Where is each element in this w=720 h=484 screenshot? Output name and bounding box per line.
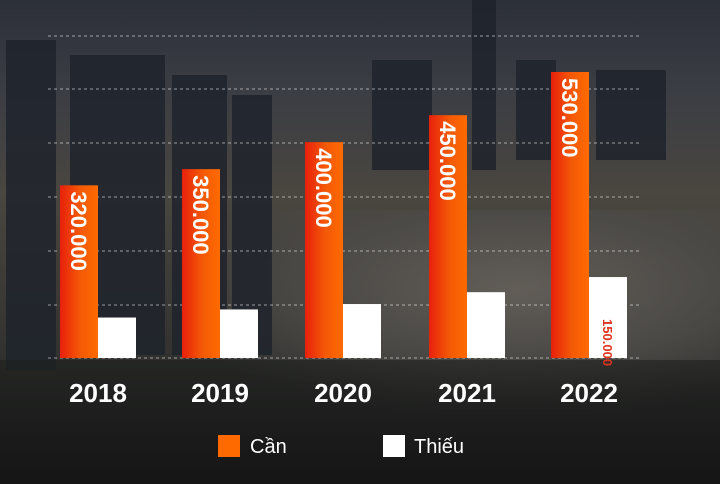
background-building [372, 60, 432, 170]
legend-label-can: Cần [250, 436, 287, 458]
bar-thieu-2018 [98, 317, 136, 358]
legend-label-thieu: Thiếu [414, 436, 464, 458]
data-label-can-2020: 400.000 [311, 148, 336, 228]
data-label-can-2019: 350.000 [188, 175, 213, 255]
background-building [596, 70, 666, 160]
data-label-can-2021: 450.000 [435, 121, 460, 201]
bar-can-2022 [551, 72, 589, 358]
x-tick-label-2022: 2022 [560, 378, 618, 408]
bar-thieu-2019 [220, 309, 258, 358]
label-group: 320.000 2018 350.000 2019 400.000 2020 450.000… [66, 78, 618, 408]
data-label-can-2022: 530.000 [557, 78, 582, 158]
background-ground [0, 360, 720, 484]
background-building [6, 40, 56, 370]
bar-can-2018 [60, 185, 98, 358]
x-tick-label-2020: 2020 [314, 378, 372, 408]
data-label-thieu-2022: 150.000 [600, 319, 615, 366]
x-tick-label-2021: 2021 [438, 378, 496, 408]
background-building [472, 0, 496, 170]
legend-swatch-thieu [383, 435, 405, 457]
bar-thieu-2021 [467, 292, 505, 358]
data-label-can-2018: 320.000 [66, 191, 91, 271]
bar-can-2020 [305, 142, 343, 358]
bar-thieu-2022 [589, 277, 627, 358]
legend-swatch-can [218, 435, 240, 457]
bar-can-2019 [182, 169, 220, 358]
x-tick-label-2018: 2018 [69, 378, 127, 408]
x-tick-label-2019: 2019 [191, 378, 249, 408]
bar-can-2021 [429, 115, 467, 358]
bar-thieu-2020 [343, 304, 381, 358]
bar-group [60, 72, 627, 358]
legend: Cần Thiếu [218, 435, 464, 458]
